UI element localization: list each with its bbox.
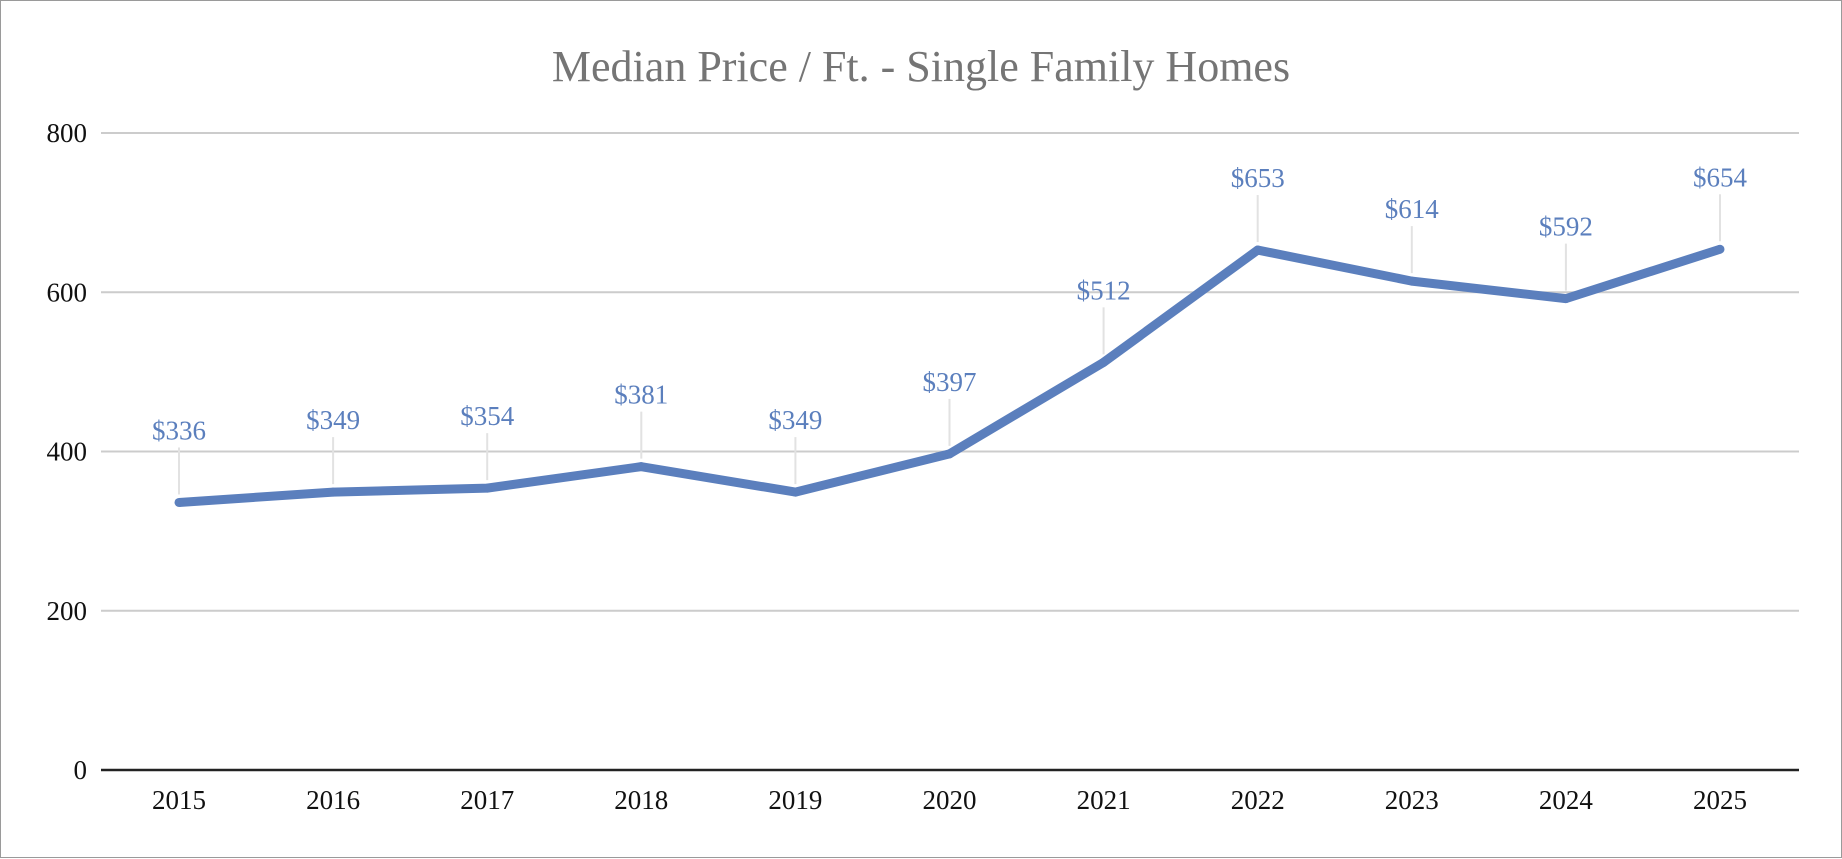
data-point	[1099, 357, 1109, 367]
data-label: $614	[1385, 194, 1440, 224]
y-axis-ticks: 0 200 400 600 800	[47, 118, 88, 785]
data-label: $512	[1077, 275, 1131, 305]
data-label-leaders	[178, 194, 1721, 495]
x-tick-label: 2021	[1077, 785, 1131, 815]
data-label: $349	[306, 405, 360, 435]
data-point	[945, 449, 954, 459]
x-tick-label: 2015	[152, 785, 206, 815]
y-tick-label: 200	[47, 596, 88, 626]
y-tick-label: 400	[47, 437, 88, 467]
data-point	[636, 462, 646, 472]
data-label: $654	[1693, 162, 1748, 192]
chart-title: Median Price / Ft. - Single Family Homes	[552, 42, 1290, 91]
x-tick-label: 2017	[460, 785, 514, 815]
x-tick-label: 2018	[614, 785, 668, 815]
y-tick-label: 800	[47, 118, 88, 148]
data-labels: $336 $349 $354 $381 $349 $397 $512 $653 $614 $592…	[152, 162, 1748, 445]
data-label: $653	[1231, 163, 1285, 193]
y-tick-label: 600	[47, 277, 88, 307]
data-point	[174, 497, 184, 507]
data-label: $336	[152, 415, 206, 445]
y-tick-label: 0	[74, 755, 88, 785]
data-point	[482, 483, 492, 493]
data-point	[1715, 244, 1725, 254]
data-label: $397	[923, 367, 977, 397]
data-point	[1561, 294, 1571, 304]
data-point	[790, 487, 800, 497]
data-point	[328, 487, 338, 497]
data-label: $381	[614, 380, 668, 410]
x-tick-label: 2016	[306, 785, 360, 815]
data-label: $354	[460, 401, 515, 431]
x-tick-label: 2022	[1231, 785, 1285, 815]
x-tick-label: 2023	[1385, 785, 1439, 815]
data-point	[1407, 276, 1417, 286]
x-axis-ticks: 2015 2016 2017 2018 2019 2020 2021 2022 2023 2024…	[152, 785, 1747, 815]
data-point	[1253, 245, 1263, 255]
series-line-layer	[174, 244, 1725, 507]
x-tick-label: 2024	[1539, 785, 1594, 815]
x-tick-label: 2025	[1693, 785, 1747, 815]
data-label: $349	[768, 405, 822, 435]
x-tick-label: 2019	[768, 785, 822, 815]
x-tick-label: 2020	[923, 785, 977, 815]
data-label: $592	[1539, 212, 1593, 242]
